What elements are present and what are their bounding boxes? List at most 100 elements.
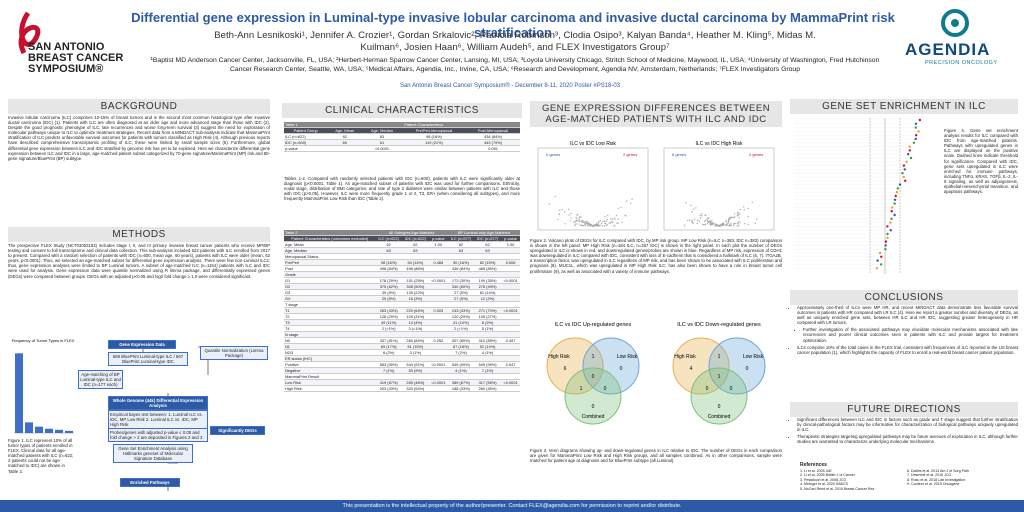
table-row: N2/3 8 (2%) 3 (1%) 7 (2%) 4 (1%) xyxy=(284,349,520,356)
enrichment-point xyxy=(903,168,906,171)
volcano-point xyxy=(548,203,550,205)
table-row: Menopausal Status xyxy=(284,253,520,260)
table-cell xyxy=(501,283,520,290)
flow-node: Significantly DEGs xyxy=(210,426,265,435)
table-cell xyxy=(401,271,429,278)
table-row: T3 49 (11%) 14 (4%) 41 (10%) 6 (2%) xyxy=(284,319,520,326)
volcano-point xyxy=(699,217,702,219)
table-cell xyxy=(375,301,402,308)
volcano-point xyxy=(728,219,730,221)
table-cell: 53 (9%) xyxy=(401,367,429,374)
table-row: GX 29 (5%) 16 (3%) 27 (5%) 12 (2%) xyxy=(284,295,520,302)
flow-node: Gene Set Enrichment Analysis using Hallm… xyxy=(113,444,193,463)
enrichment-point xyxy=(902,164,906,167)
enrichment-point xyxy=(914,134,918,137)
table-cell: 63 xyxy=(447,247,475,254)
table-cell: 545 (99%) xyxy=(447,361,475,368)
bullet-list: Approximately one-third of ILCs were MP … xyxy=(790,305,1018,357)
table-cell xyxy=(428,295,448,302)
table-cell: Menopausal Status xyxy=(284,253,376,260)
table-cell: 60 xyxy=(327,139,363,146)
volcano-point xyxy=(604,222,606,225)
table-cell: 2 (<1%) xyxy=(447,325,475,332)
enrichment-point xyxy=(886,232,889,236)
volcano-point xyxy=(710,222,712,224)
volcano-point xyxy=(716,223,718,226)
table-row: IDC (n=600) 60 61 119 (21%) 443 (79%) xyxy=(284,139,520,146)
table-cell xyxy=(501,349,520,356)
enrichment-point xyxy=(906,153,910,156)
left-logo: SAN ANTONIO BREAST CANCER SYMPOSIUM® xyxy=(28,42,123,75)
volcano-point xyxy=(737,223,739,225)
plot-title: ILC vs IDC Low Risk xyxy=(570,141,616,147)
references-title: References xyxy=(800,462,827,468)
table-cell: 62 xyxy=(447,241,475,248)
plot-frame xyxy=(537,147,649,231)
enrichment-point xyxy=(875,267,879,270)
volcano-point xyxy=(729,216,732,219)
table-cell xyxy=(501,373,520,380)
table-cell xyxy=(428,271,448,278)
volcano-point xyxy=(584,223,586,225)
table-cell: 243 (43%) xyxy=(447,307,475,314)
enrichment-point xyxy=(890,210,893,213)
volcano-point xyxy=(590,223,592,226)
volcano-point xyxy=(732,224,735,226)
table-cell: 98 (16%) xyxy=(375,259,402,266)
volcano-point xyxy=(701,212,703,215)
volcano-point xyxy=(733,213,736,215)
table-cell xyxy=(428,319,448,326)
table-cell: 280 (84%) xyxy=(401,337,429,344)
volcano-point xyxy=(561,209,563,211)
table-cell xyxy=(501,301,520,308)
table-cell xyxy=(401,145,467,152)
enrichment-point xyxy=(884,244,887,247)
table-cell: 271 (70%) xyxy=(474,307,502,314)
table-cell: 67 (18%) xyxy=(447,343,475,350)
volcano-point xyxy=(717,225,720,227)
table-cell: 263 (43%) xyxy=(375,307,402,314)
volcano-point xyxy=(609,218,612,220)
volcano-point xyxy=(580,216,582,218)
table-cell: 5 (1%) xyxy=(474,325,502,332)
table-cell: 135 (22%) xyxy=(401,289,429,296)
table-cell xyxy=(501,331,520,338)
table-cell: 49 (11%) xyxy=(375,319,402,326)
table-row: T stage xyxy=(284,301,520,308)
table-cell xyxy=(375,253,402,260)
enrichment-point xyxy=(884,248,887,251)
table-cell xyxy=(428,367,448,374)
volcano-point xyxy=(755,218,758,220)
table-cell: 14 (4%) xyxy=(401,319,429,326)
table-cell: 498 (84%) xyxy=(375,265,402,272)
enrichment-point xyxy=(884,240,888,243)
volcano-point xyxy=(605,220,608,223)
table-cell: GX xyxy=(284,295,376,302)
volcano-point xyxy=(743,209,745,211)
volcano-point xyxy=(725,219,727,222)
enrichment-point xyxy=(908,145,911,148)
table-cell xyxy=(474,331,502,338)
volcano-point xyxy=(747,223,749,226)
volcano-point xyxy=(725,221,727,223)
table-cell: 7 (1%) xyxy=(474,367,502,374)
volcano-point xyxy=(722,223,724,226)
volcano-point xyxy=(578,220,581,223)
table-cell xyxy=(375,373,402,380)
table-cell: <0.0001 xyxy=(362,145,402,152)
volcano-point xyxy=(615,214,618,217)
volcano-point xyxy=(711,224,713,226)
affiliations: ¹Baptist MD Anderson Cancer Center, Jack… xyxy=(150,57,880,73)
table-cell: 199 (35%) xyxy=(474,277,502,284)
volcano-point xyxy=(708,217,710,220)
table-cell: N0 xyxy=(284,337,376,344)
table-cell: <0.0001 xyxy=(428,379,448,386)
table-cell xyxy=(501,325,520,332)
table-row: N0 337 (81%) 280 (84%) 0.252 307 (80%) 310 (8… xyxy=(284,337,520,344)
volcano-point xyxy=(579,224,581,226)
volcano-point xyxy=(738,213,741,215)
volcano-point xyxy=(585,220,587,223)
enrichment-point xyxy=(893,202,896,205)
region-count: 0 xyxy=(592,374,595,380)
region-count: 4 xyxy=(690,366,693,372)
